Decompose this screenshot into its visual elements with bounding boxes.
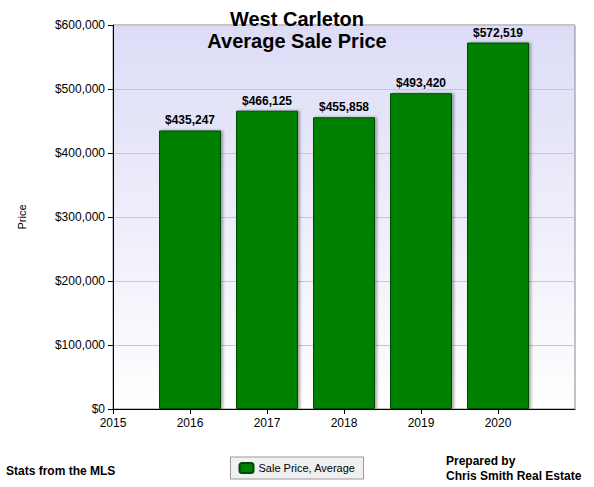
svg-text:$400,000: $400,000 [55, 146, 105, 160]
svg-text:Price: Price [16, 204, 28, 229]
svg-text:$600,000: $600,000 [55, 18, 105, 32]
svg-text:Prepared by: Prepared by [446, 454, 516, 468]
svg-text:West Carleton: West Carleton [230, 8, 364, 30]
svg-text:Sale Price, Average: Sale Price, Average [258, 462, 354, 474]
svg-text:$100,000: $100,000 [55, 338, 105, 352]
svg-text:$493,420: $493,420 [396, 76, 446, 90]
svg-text:2020: 2020 [485, 416, 512, 430]
svg-text:2018: 2018 [331, 416, 358, 430]
svg-text:Average Sale Price: Average Sale Price [207, 30, 386, 52]
svg-text:$0: $0 [92, 402, 106, 416]
svg-text:$572,519: $572,519 [473, 26, 523, 40]
svg-text:Chris Smith Real Estate: Chris Smith Real Estate [446, 469, 582, 483]
svg-text:$300,000: $300,000 [55, 210, 105, 224]
svg-text:$455,858: $455,858 [319, 100, 369, 114]
svg-text:$435,247: $435,247 [165, 113, 215, 127]
svg-text:Stats from the MLS: Stats from the MLS [6, 464, 115, 478]
svg-text:2019: 2019 [408, 416, 435, 430]
svg-text:2015: 2015 [100, 416, 127, 430]
svg-text:$500,000: $500,000 [55, 82, 105, 96]
svg-text:$200,000: $200,000 [55, 274, 105, 288]
svg-text:2017: 2017 [254, 416, 281, 430]
svg-text:$466,125: $466,125 [242, 94, 292, 108]
svg-text:2016: 2016 [177, 416, 204, 430]
